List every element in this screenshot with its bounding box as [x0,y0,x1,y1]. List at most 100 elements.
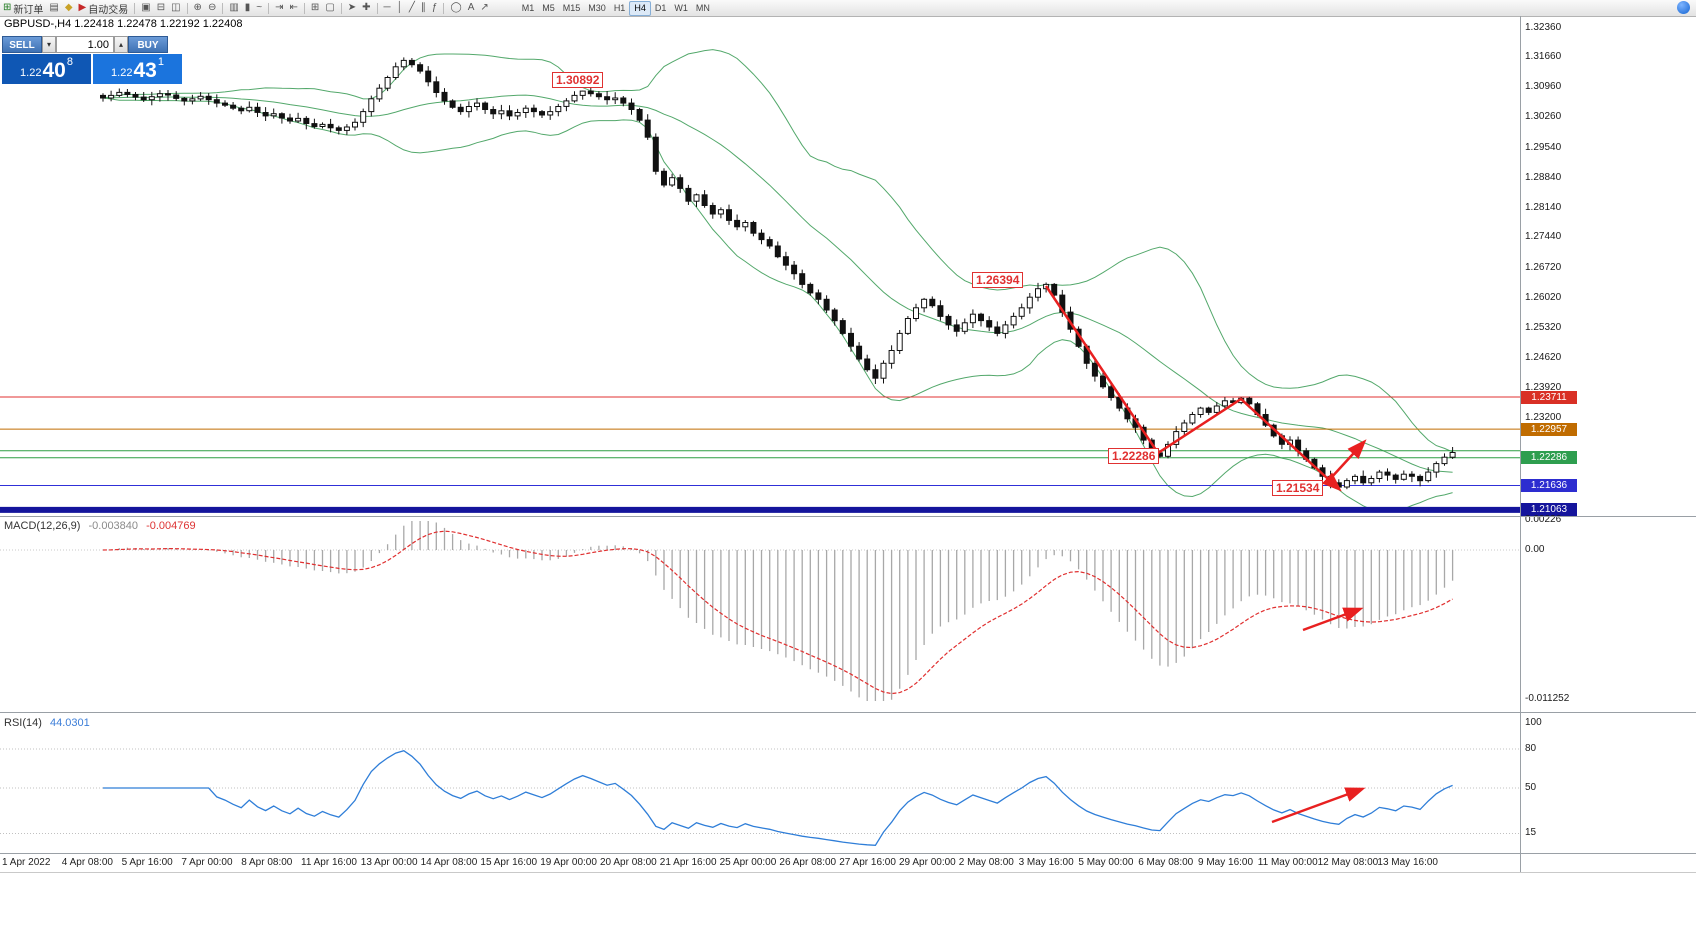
arrow-objects-button[interactable]: ↗ [477,1,491,15]
zoom-in-button[interactable]: ⊕ [191,1,205,15]
timeframe-d1-button[interactable]: D1 [654,2,667,13]
price-axis-tag: 1.21063 [1521,503,1577,517]
timeframe-w1-button[interactable]: W1 [674,2,688,13]
algo-trading-button[interactable]: ▶ 自动交易 [76,1,132,16]
bollinger-upper-band [102,49,1453,453]
volume-up-button[interactable]: ▴ [114,36,128,53]
price-axis-label: 1.29540 [1525,141,1562,153]
time-axis-label: 27 Apr 16:00 [839,857,896,868]
depth-of-market-button[interactable]: ▤ [46,1,61,15]
timeframe-h4-button[interactable]: H4 [629,0,651,16]
one-click-trading-panel: SELL ▾ ▴ BUY 1.22 40 8 1.22 43 1 [2,36,182,84]
profiles-icon: ▢ [325,2,335,13]
timeframe-m1-button[interactable]: M1 [521,2,535,13]
zoom-out-icon: ⊖ [207,2,217,13]
tile-vertical-button[interactable]: ◫ [168,1,183,15]
candle-chart-mode-button[interactable]: ▮ [242,1,254,15]
panel-splitter [0,853,1696,854]
price-axis-label: 1.25320 [1525,321,1562,333]
cursor-button[interactable]: ➤ [345,1,359,15]
trendline-button[interactable]: ╱ [406,1,418,15]
trendline-icon: ╱ [408,2,415,13]
volume-down-button[interactable]: ▾ [42,36,56,53]
rsi-arrow[interactable] [1271,787,1366,824]
buy-price-display[interactable]: 1.22 43 1 [93,54,182,84]
horizontal-line-icon: ─ [383,2,391,13]
time-axis-label: 11 Apr 16:00 [301,857,357,868]
price-axis-label: 15 [1525,827,1537,838]
time-axis-label: 14 Apr 08:00 [420,857,478,868]
community-icon[interactable] [1677,1,1690,14]
price-callout: 1.22286 [1108,448,1160,464]
line-chart-mode-button[interactable]: ~ [253,1,265,15]
price-axis-tag: 1.23711 [1521,390,1577,404]
timeframe-mn-button[interactable]: MN [695,2,710,13]
algo-trading-label: 自动交易 [88,4,129,16]
vertical-line-icon: │ [396,2,403,13]
new-order-icon: ⊞ [3,2,12,13]
toolbar-separator [268,2,270,14]
sell-price-display[interactable]: 1.22 40 8 [2,54,91,84]
price-axis-label: 1.28840 [1525,171,1562,183]
depth-of-market-icon: ▤ [49,2,59,13]
fibonacci-button[interactable]: ƒ [429,1,441,15]
equidistant-channel-button[interactable]: ∥ [418,1,429,15]
vertical-line-button[interactable]: │ [394,1,406,15]
zoom-in-icon: ⊕ [193,2,202,13]
timeframe-switcher: M1 M5 M15 M30 H1 H4 D1 W1 MN [518,0,714,16]
tile-horizontal-icon: ⊟ [156,2,166,13]
toolbar-separator [376,2,378,14]
rsi-label: RSI(14) [4,717,42,729]
mql5-community-button[interactable]: ◆ [62,1,76,15]
trend-annotation-line[interactable] [1044,285,1342,492]
crosshair-icon: ✚ [362,2,371,13]
arrow-objects-icon: ↗ [480,2,489,13]
timeframe-h1-button[interactable]: H1 [613,2,626,13]
timeframe-m30-button[interactable]: M30 [588,2,606,13]
profiles-button[interactable]: ▢ [322,1,337,15]
time-axis-label: 3 May 16:00 [1018,857,1074,868]
shapes-button[interactable]: ◯ [447,1,464,15]
zoom-out-button[interactable]: ⊖ [205,1,219,15]
volume-input[interactable] [56,36,114,53]
bar-chart-mode-icon: ▥ [229,2,239,13]
panel-splitter[interactable] [0,712,1696,713]
macd-signal-value: -0.004769 [146,520,196,532]
macd-indicator-panel[interactable] [0,518,1520,712]
crosshair-button[interactable]: ✚ [359,1,373,15]
macd-arrow[interactable] [1302,607,1364,632]
trend-arrow[interactable] [1329,439,1367,480]
time-axis-label: 7 Apr 00:00 [181,857,233,868]
cascade-windows-icon: ▣ [141,2,151,13]
toolbar-separator [443,2,445,14]
time-axis-label: 19 Apr 00:00 [540,857,597,868]
price-axis-label: 1.26720 [1525,262,1562,274]
macd-main-value: -0.003840 [88,520,139,532]
price-axis-label: 1.32360 [1525,21,1562,33]
panel-splitter[interactable] [0,516,1696,517]
tile-vertical-icon: ◫ [171,2,181,13]
sell-button[interactable]: SELL [2,36,42,53]
chart-shift-button[interactable]: ⇤ [287,1,301,15]
new-chart-button[interactable]: ⊞ [308,1,322,15]
auto-scroll-button[interactable]: ⇥ [272,1,286,15]
timeframe-m5-button[interactable]: M5 [542,2,555,13]
bar-chart-mode-button[interactable]: ▥ [226,1,241,15]
sell-price-point: 8 [66,56,73,68]
tile-horizontal-button[interactable]: ⊟ [154,1,168,15]
timeframe-m15-button[interactable]: M15 [562,2,581,13]
buy-price-prefix: 1.22 [111,67,133,79]
horizontal-line-button[interactable]: ─ [381,1,394,15]
rsi-indicator-panel[interactable] [0,714,1520,853]
price-callout: 1.30892 [552,72,604,88]
candlestick-chart[interactable] [0,16,1520,516]
price-axis-tag: 1.21636 [1521,479,1577,492]
buy-button[interactable]: BUY [128,36,168,53]
new-order-button[interactable]: ⊞ 新订单 [0,1,46,16]
cascade-windows-button[interactable]: ▣ [138,1,153,15]
time-axis-label: 20 Apr 08:00 [600,857,657,868]
price-axis-label: 0.00 [1525,543,1545,555]
text-label-button[interactable]: A [465,1,478,15]
time-axis-label: 5 Apr 16:00 [121,857,173,868]
